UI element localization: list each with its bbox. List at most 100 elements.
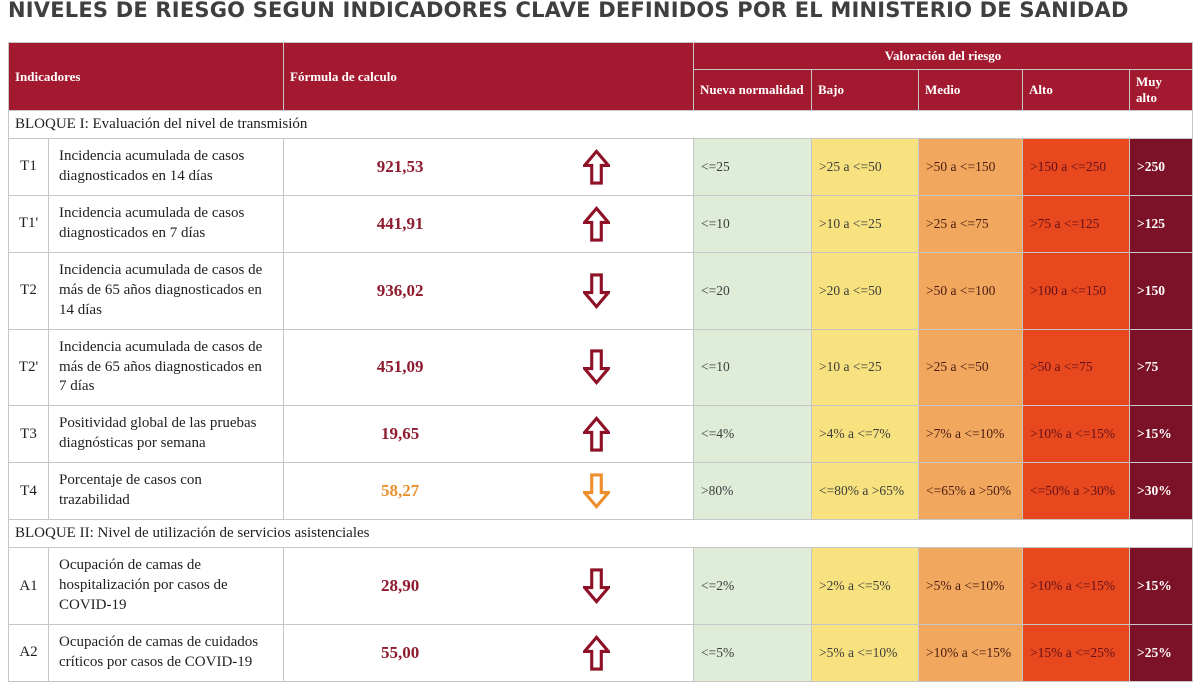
- risk-cell-alto: >10% a <=15%: [1022, 547, 1130, 625]
- trend-up-icon: [581, 205, 612, 242]
- indicator-description: Incidencia acumulada de casos de más de …: [48, 251, 284, 330]
- indicator-row: T2' Incidencia acumulada de casos de más …: [8, 328, 1194, 407]
- risk-cell-bajo: >20 a <=50: [811, 251, 919, 330]
- formula-wrap: 19,65: [292, 413, 685, 455]
- indicator-description: Incidencia acumulada de casos de más de …: [48, 328, 284, 407]
- indicator-code: T2': [8, 328, 49, 407]
- level-header-alto: Alto: [1022, 69, 1130, 111]
- indicator-value: 58,27: [380, 481, 420, 501]
- indicator-description: Incidencia acumulada de casos diagnostic…: [48, 194, 284, 253]
- indicator-code: T3: [8, 405, 49, 464]
- indicator-code: T4: [8, 462, 49, 521]
- risk-cell-nueva-normalidad: <=25: [693, 138, 812, 196]
- risk-cell-medio: >5% a <=10%: [918, 547, 1023, 625]
- risk-cell-alto: >15% a <=25%: [1022, 623, 1130, 682]
- formula-wrap: 55,00: [292, 632, 685, 674]
- risk-cell-alto: <=50% a >30%: [1022, 462, 1130, 521]
- risk-cell-nueva-normalidad: >80%: [693, 462, 812, 521]
- indicator-code: A1: [8, 547, 49, 625]
- indicator-description: Ocupación de camas de cuidados críticos …: [48, 623, 284, 682]
- indicator-row: T2 Incidencia acumulada de casos de más d…: [8, 251, 1194, 330]
- indicator-value: 921,53: [376, 156, 424, 176]
- risk-cell-medio: >25 a <=50: [918, 328, 1023, 407]
- risk-cell-nueva-normalidad: <=2%: [693, 547, 812, 625]
- formula-wrap: 58,27: [292, 470, 685, 512]
- risk-cell-muy-alto: >15%: [1128, 547, 1194, 625]
- risk-cell-bajo: <=80% a >65%: [811, 462, 919, 521]
- indicator-value: 441,91: [376, 213, 424, 233]
- indicator-value: 451,09: [376, 357, 424, 377]
- trend-down-icon: [581, 349, 612, 386]
- risk-cell-alto: >10% a <=15%: [1022, 405, 1130, 464]
- trend-down-icon: [581, 273, 612, 309]
- risk-cell-muy-alto: >30%: [1128, 462, 1194, 521]
- risk-cell-bajo: >10 a <=25: [811, 328, 919, 407]
- risk-cell-muy-alto: >15%: [1128, 405, 1194, 464]
- risk-cell-medio: <=65% a >50%: [918, 462, 1023, 521]
- risk-cell-nueva-normalidad: <=20: [693, 251, 812, 330]
- risk-cell-nueva-normalidad: <=4%: [693, 405, 812, 464]
- table-body: BLOQUE I: Evaluación del nivel de transm…: [7, 110, 1194, 682]
- risk-cell-bajo: >4% a <=7%: [811, 405, 919, 464]
- risk-cell-medio: >7% a <=10%: [918, 405, 1023, 464]
- indicator-code: A2: [8, 623, 49, 682]
- risk-cell-bajo: >5% a <=10%: [811, 623, 919, 682]
- section-label: BLOQUE I: Evaluación del nivel de transm…: [7, 110, 1194, 139]
- trend-arrow: [508, 270, 685, 312]
- level-header-muy-alto: Muy alto: [1128, 69, 1194, 111]
- level-header-nueva-normalidad: Nueva normalidad: [693, 69, 812, 111]
- formula-cell: 19,65: [283, 405, 694, 464]
- indicator-description: Ocupación de camas de hospitalización po…: [48, 547, 284, 625]
- risk-indicators-table: Indicadores Fórmula de calculo Valoració…: [7, 42, 1194, 682]
- indicator-description: Positividad global de las pruebas diagnó…: [48, 405, 284, 464]
- section-label: BLOQUE II: Nivel de utilización de servi…: [7, 519, 1194, 549]
- col-header-formula: Fórmula de calculo: [283, 42, 694, 111]
- risk-cell-bajo: >25 a <=50: [811, 138, 919, 196]
- trend-up-icon: [581, 416, 612, 452]
- risk-cell-muy-alto: >25%: [1128, 623, 1194, 682]
- header-row-levels: Nueva normalidad Bajo Medio Alto Muy alt…: [9, 69, 1194, 111]
- indicator-row: T1' Incidencia acumulada de casos diagnos…: [8, 194, 1194, 253]
- trend-arrow: [508, 146, 685, 188]
- indicator-row: T4 Porcentaje de casos con trazabilidad 58…: [8, 462, 1194, 521]
- risk-cell-muy-alto: >150: [1128, 251, 1194, 330]
- formula-wrap: 441,91: [292, 203, 685, 245]
- risk-cell-muy-alto: >125: [1128, 194, 1194, 253]
- col-header-indicadores: Indicadores: [8, 42, 284, 111]
- risk-cell-medio: >10% a <=15%: [918, 623, 1023, 682]
- indicator-value: 55,00: [380, 642, 420, 662]
- formula-wrap: 28,90: [292, 565, 685, 607]
- indicator-row: T1 Incidencia acumulada de casos diagnost…: [8, 138, 1194, 196]
- risk-cell-medio: >50 a <=150: [918, 138, 1023, 196]
- trend-arrow: [508, 632, 685, 674]
- risk-cell-alto: >75 a <=125: [1022, 194, 1130, 253]
- risk-cell-muy-alto: >250: [1128, 138, 1194, 196]
- indicator-value: 19,65: [380, 424, 420, 444]
- indicator-code: T1: [8, 138, 49, 196]
- formula-cell: 55,00: [283, 623, 694, 682]
- indicator-value: 936,02: [376, 280, 424, 300]
- level-header-bajo: Bajo: [811, 69, 919, 111]
- trend-down-icon: [581, 473, 612, 510]
- formula-cell: 451,09: [283, 328, 694, 407]
- trend-down-icon: [581, 568, 612, 605]
- risk-cell-nueva-normalidad: <=10: [693, 328, 812, 407]
- trend-up-icon: [581, 634, 612, 671]
- trend-arrow: [508, 470, 685, 512]
- risk-cell-medio: >50 a <=100: [918, 251, 1023, 330]
- indicator-description: Porcentaje de casos con trazabilidad: [48, 462, 284, 521]
- risk-cell-medio: >25 a <=75: [918, 194, 1023, 253]
- risk-cell-muy-alto: >75: [1128, 328, 1194, 407]
- formula-wrap: 451,09: [292, 346, 685, 388]
- indicator-code: T1': [8, 194, 49, 253]
- col-header-valoracion-del-riesgo: Valoración del riesgo: [692, 42, 1194, 70]
- section-row: BLOQUE II: Nivel de utilización de servi…: [7, 519, 1194, 549]
- risk-cell-alto: >50 a <=75: [1022, 328, 1130, 407]
- page-title: NIVELES DE RIESGO SEGÚN INDICADORES CLAV…: [8, 0, 1129, 22]
- trend-arrow: [508, 413, 685, 455]
- risk-cell-alto: >100 a <=150: [1022, 251, 1130, 330]
- risk-cell-nueva-normalidad: <=5%: [693, 623, 812, 682]
- section-row: BLOQUE I: Evaluación del nivel de transm…: [7, 110, 1194, 139]
- trend-arrow: [508, 565, 685, 607]
- formula-cell: 28,90: [283, 547, 694, 625]
